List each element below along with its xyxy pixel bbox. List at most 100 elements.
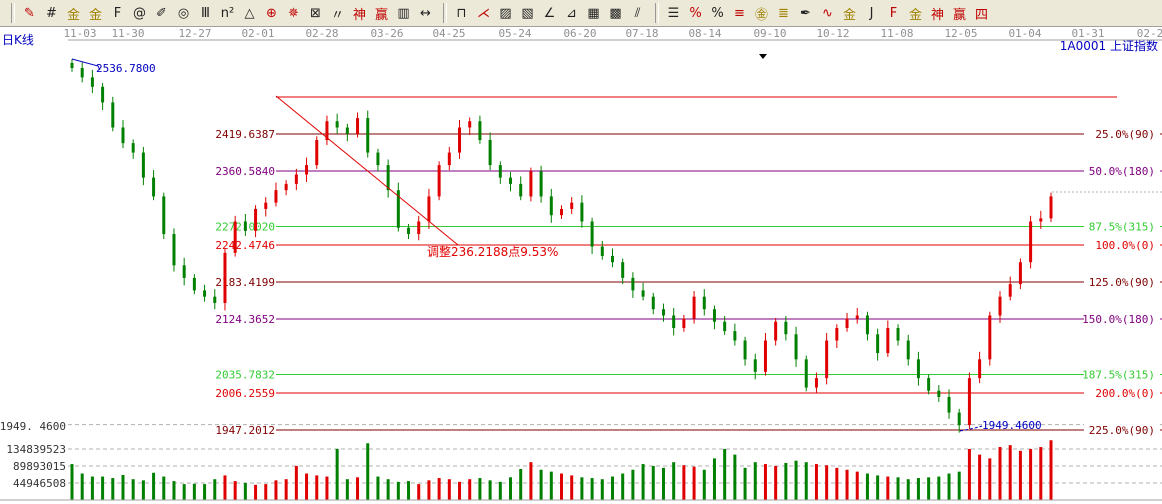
volume-bar — [723, 448, 727, 500]
circle-icon[interactable]: ◎ — [177, 5, 190, 21]
volume-bar — [386, 479, 390, 500]
low-price-axis-label: 1949. 4600 — [0, 420, 66, 433]
candle-up — [417, 221, 421, 235]
candle-down — [152, 177, 156, 197]
candle-down — [141, 152, 145, 178]
volume-bar — [427, 480, 431, 500]
volume-bar — [855, 471, 859, 500]
volume-bar — [916, 478, 920, 500]
volume-bar — [213, 479, 217, 500]
gold-a-icon[interactable]: 金 — [66, 7, 80, 23]
candle-up — [967, 378, 971, 426]
angle-2-icon[interactable]: ⊿ — [566, 5, 577, 21]
date-tick: 02-01 — [241, 27, 274, 40]
volume-bar — [172, 481, 176, 500]
candle-up — [223, 252, 227, 303]
candle-up — [254, 208, 258, 231]
ruler-123-icon[interactable]: ▥ — [397, 5, 410, 21]
f-angle-icon[interactable]: F — [889, 5, 898, 21]
volume-bar — [794, 460, 798, 500]
n2-icon[interactable]: n² — [220, 5, 235, 21]
shen-icon[interactable]: 神 — [352, 7, 366, 23]
volume-axis-label: 89893015 — [13, 460, 66, 473]
high-price-label: 2536.7800 — [96, 62, 156, 75]
gold-b-icon[interactable]: 金 — [88, 7, 102, 23]
wave-icon[interactable]: ∿ — [822, 5, 833, 21]
volume-bar — [264, 484, 268, 500]
volume-bar — [233, 481, 237, 500]
candle-up — [814, 378, 818, 388]
label-bg — [1084, 424, 1160, 437]
percent-icon[interactable]: % — [711, 5, 724, 21]
ying-icon[interactable]: 赢 — [374, 7, 388, 23]
grid-icon[interactable]: ▦ — [587, 5, 600, 21]
dropdown-arrow-icon[interactable] — [759, 54, 767, 59]
candle-up — [682, 318, 686, 329]
date-tick: 01-04 — [1008, 27, 1041, 40]
volume-bar — [356, 477, 360, 500]
j-angle-icon[interactable]: J — [869, 5, 874, 21]
label-bg — [1084, 220, 1160, 233]
width-arrows-icon[interactable]: ↔ — [420, 5, 431, 21]
angle-icon[interactable]: ∠ — [543, 5, 556, 21]
box-fan-2-icon[interactable]: ▧ — [521, 5, 534, 21]
fib-f-icon[interactable]: F — [113, 5, 122, 21]
volume-bar — [1049, 440, 1053, 500]
fan-red-icon[interactable]: ⋌ — [477, 5, 490, 21]
volume-bar — [1039, 447, 1043, 500]
volume-bar — [274, 480, 278, 500]
square-ruler-icon[interactable]: ⊓ — [456, 5, 467, 21]
candle-down — [631, 277, 635, 291]
candle-down — [590, 221, 594, 247]
spiral-icon[interactable]: @ — [133, 5, 146, 21]
percent-red-icon[interactable]: % — [689, 5, 702, 21]
parallel-icon[interactable]: ⫽ — [634, 5, 641, 21]
grid-2-icon[interactable]: ▩ — [609, 5, 622, 21]
gold-circle-icon[interactable]: ㊎ — [754, 7, 768, 23]
candle-down — [753, 359, 757, 372]
bars-ruler-icon[interactable]: ☰ — [667, 5, 680, 21]
volume-bar — [1029, 448, 1033, 500]
candle-up — [855, 315, 859, 319]
candle-up — [1018, 262, 1022, 285]
volume-bar — [814, 464, 818, 500]
gold-line-icon[interactable]: 金 — [842, 7, 856, 23]
ying-angle-icon[interactable]: 赢 — [952, 7, 966, 23]
candle-up — [998, 296, 1002, 316]
tick-lines-icon[interactable]: 〃 — [330, 7, 344, 23]
target-icon[interactable]: ⊕ — [266, 5, 277, 21]
compass-icon[interactable]: ✵ — [288, 5, 299, 21]
vlines-icon[interactable]: Ⅲ — [201, 5, 210, 21]
fib-percent-label: 87.5%(315) — [1089, 220, 1155, 233]
volume-bar — [580, 477, 584, 500]
shen-angle-icon[interactable]: 神 — [930, 7, 944, 23]
volume-bar — [835, 467, 839, 500]
volume-bar — [570, 475, 574, 500]
volume-bar — [519, 468, 523, 500]
percent-lines-icon[interactable]: ≡ — [734, 5, 745, 21]
pen-ruler-icon[interactable]: ✐ — [156, 5, 167, 21]
gold-lines-icon[interactable]: ≣ — [778, 5, 789, 21]
toolbar-separator — [443, 3, 447, 23]
volume-bar — [345, 479, 349, 500]
volume-bar — [509, 477, 513, 500]
box-target-icon[interactable]: ⊠ — [310, 5, 321, 21]
hlines-icon[interactable]: # — [46, 5, 57, 21]
volume-bar — [978, 454, 982, 500]
candle-up — [1049, 196, 1053, 219]
date-tick: 03-26 — [370, 27, 403, 40]
box-fan-icon[interactable]: ▨ — [499, 5, 512, 21]
four-angle-icon[interactable]: 四 — [974, 7, 988, 23]
gold-angle-icon[interactable]: 金 — [908, 7, 922, 23]
volume-bar — [315, 475, 319, 500]
pen-bar-icon[interactable]: ✒ — [800, 5, 811, 21]
candle-down — [896, 328, 900, 341]
candle-down — [784, 321, 788, 335]
candle-up — [427, 196, 431, 222]
pen-icon[interactable]: ✎ — [24, 5, 35, 21]
volume-axis-label: 134839523 — [6, 443, 66, 456]
triangle-icon[interactable]: △ — [244, 5, 255, 21]
candle-down — [519, 183, 523, 197]
